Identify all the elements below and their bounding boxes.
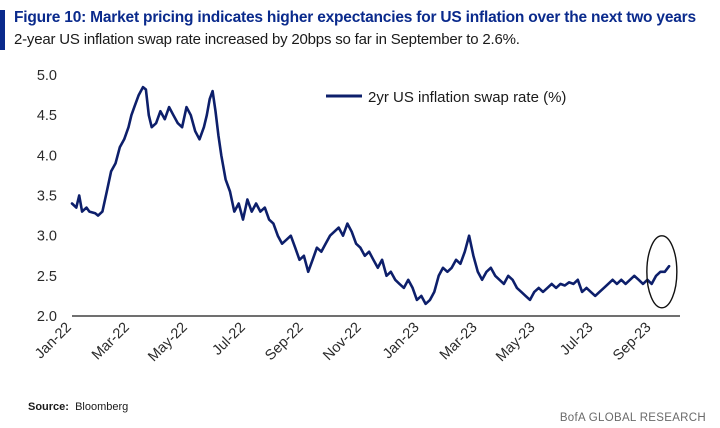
legend: 2yr US inflation swap rate (%) — [326, 89, 566, 106]
x-tick-label: Sep-23 — [610, 320, 654, 364]
x-tick-label: Sep-22 — [262, 320, 306, 364]
y-tick-label: 4.5 — [37, 108, 57, 124]
series-layer — [70, 85, 671, 306]
x-tick-label: Mar-22 — [89, 320, 133, 364]
x-tick-label: Jul-23 — [557, 320, 596, 359]
figure-title: Figure 10: Market pricing indicates high… — [14, 9, 696, 26]
source-note: Source: Bloomberg — [28, 401, 128, 413]
y-tick-label: 2.5 — [37, 269, 57, 285]
source-label: Source: — [28, 401, 69, 413]
legend-label: 2yr US inflation swap rate (%) — [368, 89, 566, 106]
highlight-ellipse — [646, 235, 678, 309]
x-tick-label: Jan-22 — [32, 320, 75, 363]
x-tick-label: Jul-22 — [209, 320, 248, 359]
x-axis: Jan-22 Mar-22 May-22 Jul-22 Sep-22 Nov-22 Jan-… — [32, 315, 680, 366]
y-tick-label: 4.0 — [37, 148, 57, 164]
series-line — [70, 85, 671, 306]
x-tick-label: May-22 — [145, 320, 191, 366]
y-tick-label: 3.5 — [37, 189, 57, 205]
y-axis: 2.0 2.5 3.0 3.5 4.0 4.5 5.0 — [37, 68, 57, 325]
x-tick-label: Jan-23 — [380, 320, 423, 363]
title-accent-bar — [0, 10, 5, 50]
x-tick-label: Mar-23 — [437, 320, 481, 364]
y-tick-label: 3.0 — [37, 229, 57, 245]
y-tick-label: 5.0 — [37, 68, 57, 84]
y-tick-label: 2.0 — [37, 309, 57, 325]
brand-footer: BofA GLOBAL RESEARCH — [559, 412, 706, 424]
x-tick-label: May-23 — [493, 320, 539, 366]
figure-subtitle: 2-year US inflation swap rate increased … — [14, 31, 520, 48]
source-value: Bloomberg — [75, 401, 129, 413]
annotation-layer — [646, 235, 678, 309]
x-tick-label: Nov-22 — [320, 320, 364, 364]
